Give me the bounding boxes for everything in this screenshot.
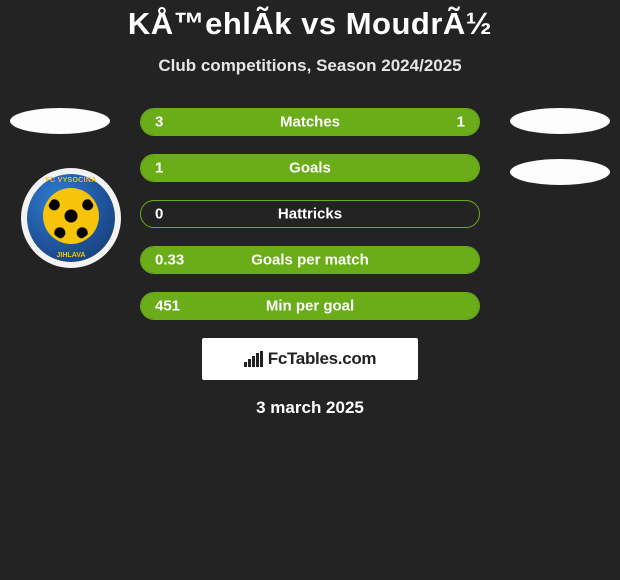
page-title: KÅ™ehlÃ­k vs MoudrÃ½ <box>0 0 620 42</box>
club-badge-placeholder <box>510 159 610 185</box>
subtitle: Club competitions, Season 2024/2025 <box>0 56 620 76</box>
stat-value-left: 0.33 <box>155 252 184 269</box>
badge-top-text: FC VYSOCINA <box>21 177 121 184</box>
branding-text: FcTables.com <box>268 349 377 369</box>
stat-fill-left <box>141 109 384 135</box>
date-label: 3 march 2025 <box>0 398 620 418</box>
stat-value-right: 1 <box>457 114 465 131</box>
stat-row: 0.33Goals per match <box>140 246 480 274</box>
club-badge: FC VYSOCINA JIHLAVA <box>21 168 121 268</box>
stat-value-left: 0 <box>155 206 163 223</box>
stat-fill-left <box>141 247 479 273</box>
stat-label: Hattricks <box>141 206 479 223</box>
branding-badge: FcTables.com <box>202 338 418 380</box>
stat-row: 0Hattricks <box>140 200 480 228</box>
stat-row: 451Min per goal <box>140 292 480 320</box>
stat-value-left: 1 <box>155 160 163 177</box>
stat-fill-left <box>141 155 479 181</box>
stat-row: 31Matches <box>140 108 480 136</box>
player-photo-placeholder <box>10 108 110 134</box>
stat-row: 1Goals <box>140 154 480 182</box>
stat-fill-left <box>141 293 479 319</box>
stat-value-left: 3 <box>155 114 163 131</box>
stat-value-left: 451 <box>155 298 180 315</box>
stat-bars: 31Matches1Goals0Hattricks0.33Goals per m… <box>140 108 480 320</box>
player-photo-placeholder <box>510 108 610 134</box>
comparison-chart: FC VYSOCINA JIHLAVA 31Matches1Goals0Hatt… <box>0 108 620 320</box>
badge-bottom-text: JIHLAVA <box>21 252 121 259</box>
bar-chart-icon <box>244 351 264 367</box>
